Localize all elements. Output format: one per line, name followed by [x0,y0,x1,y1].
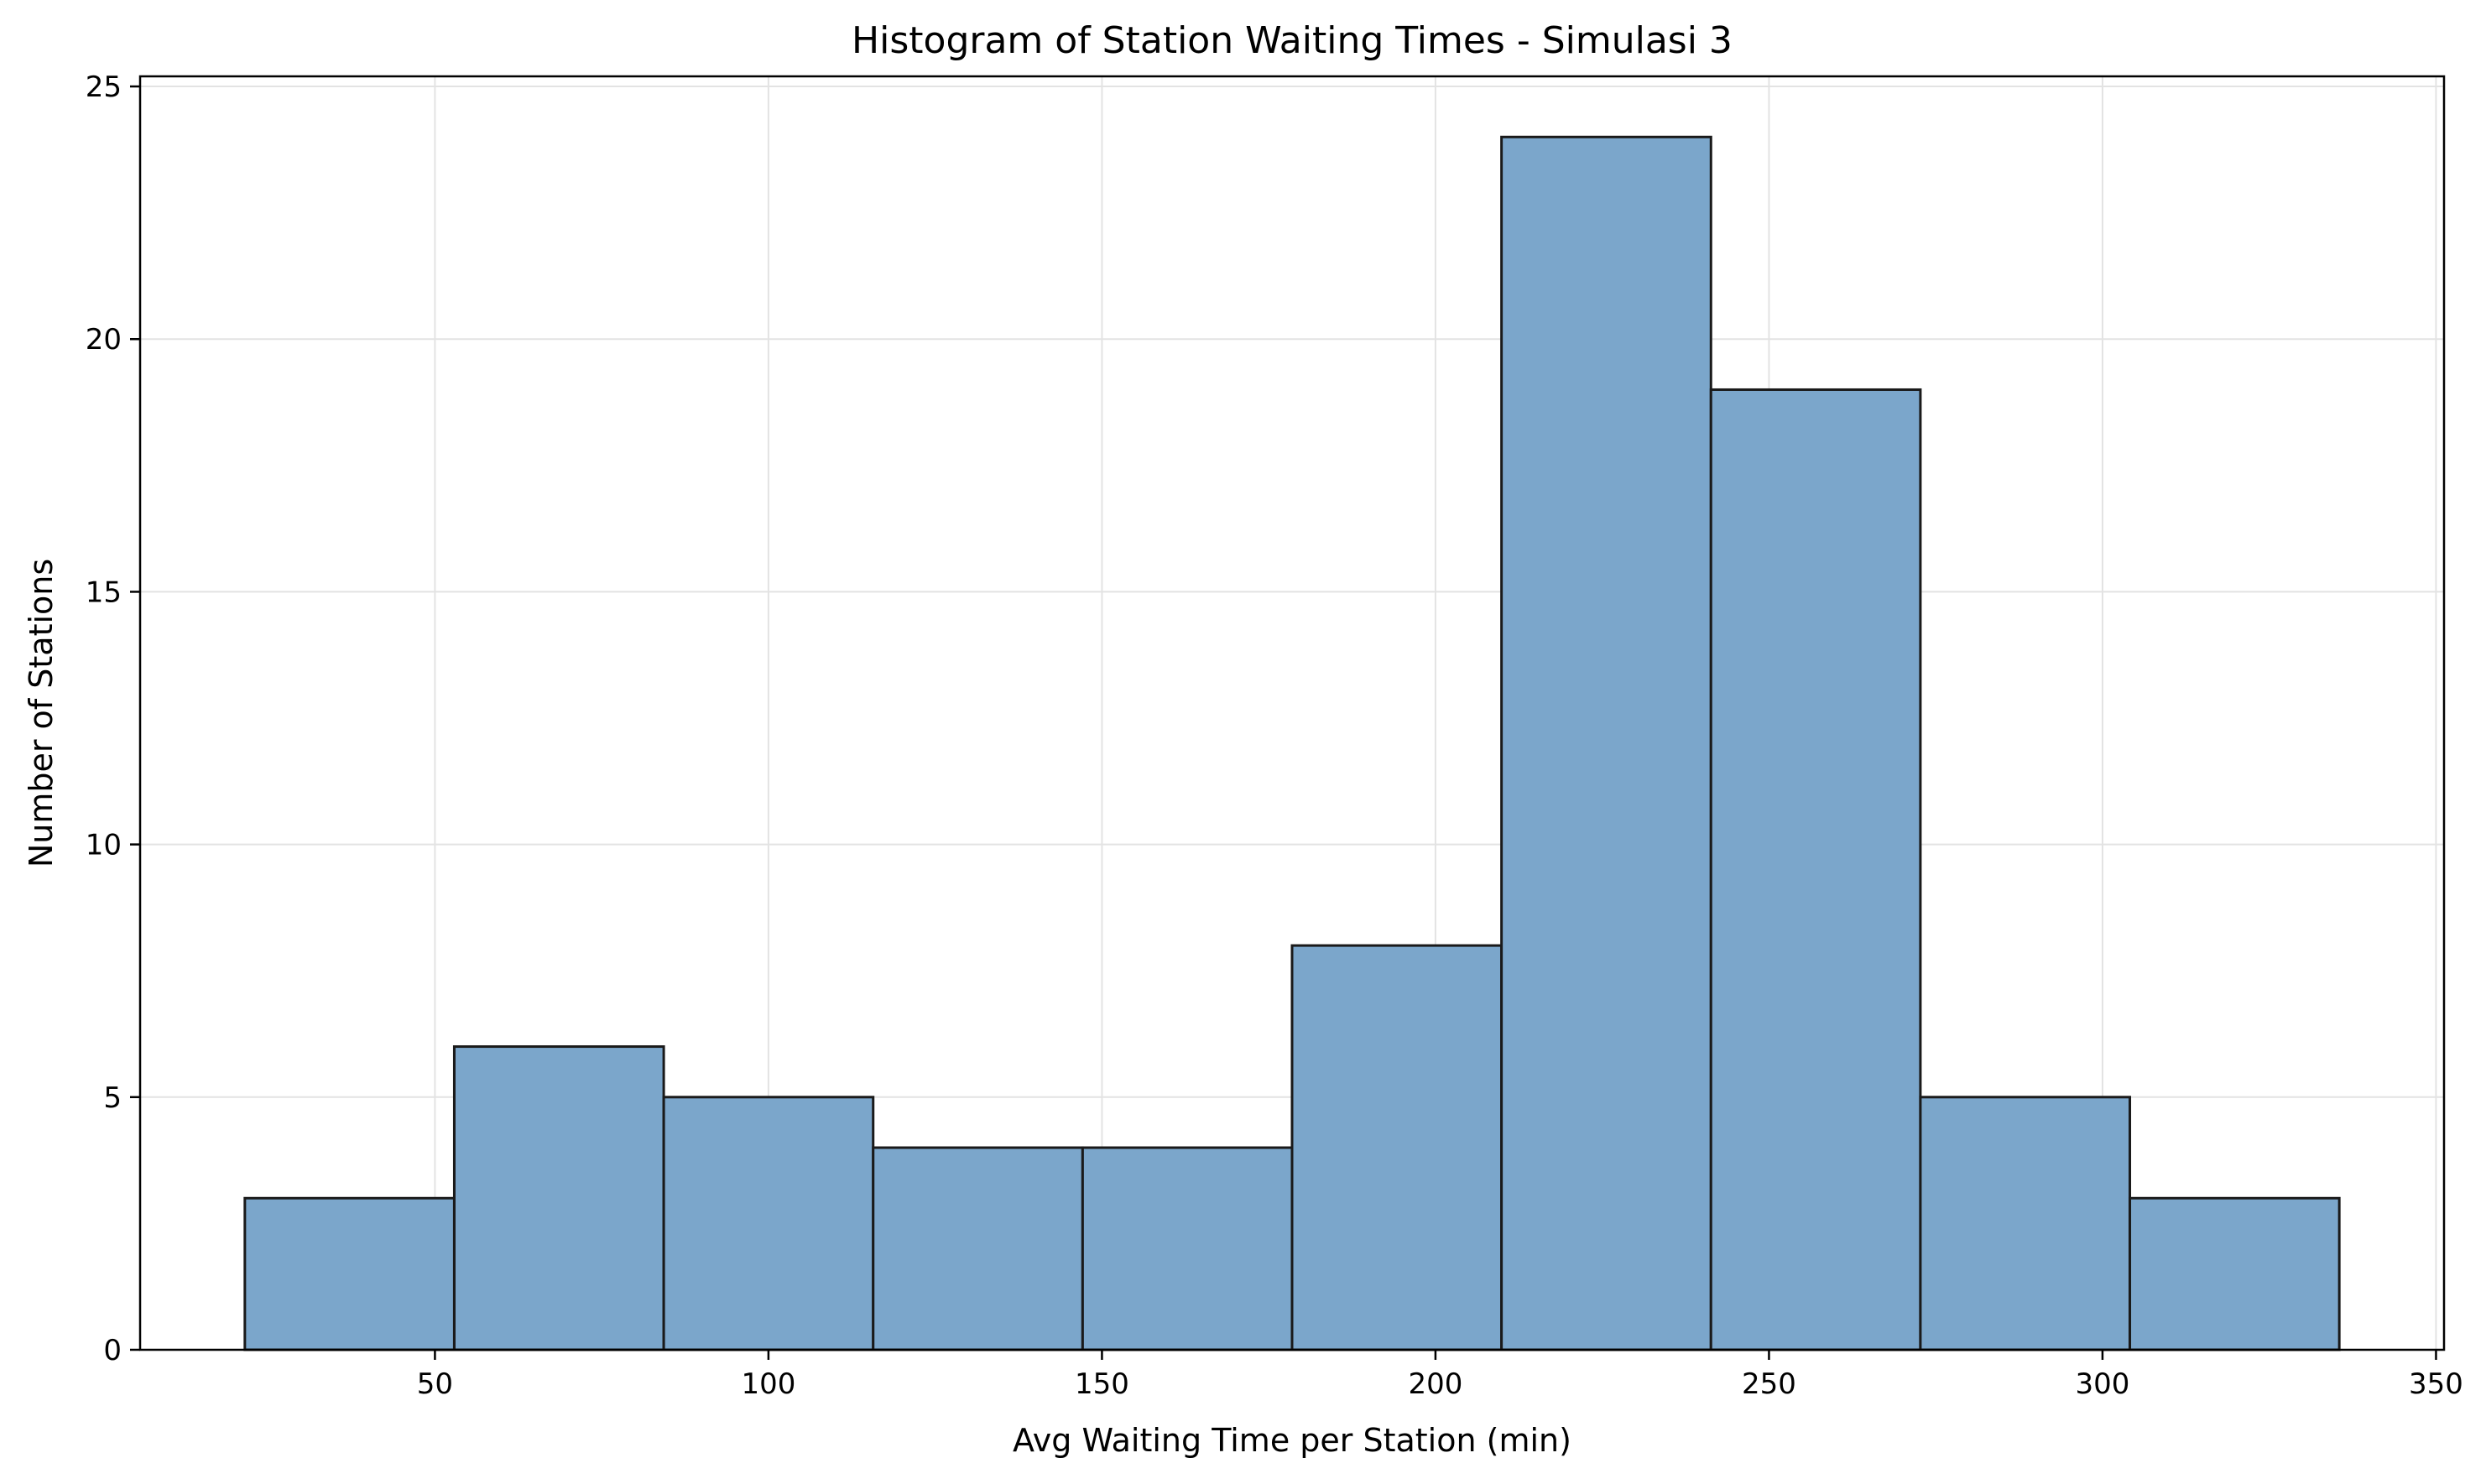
histogram-bar [1709,388,1922,1351]
x-tick-label: 100 [741,1367,795,1401]
x-axis-label: Avg Waiting Time per Station (min) [1013,1422,1571,1459]
plot-frame [138,75,2446,1351]
y-tick-label: 20 [86,323,122,357]
x-tick-label: 250 [1742,1367,1796,1401]
chart-title: Histogram of Station Waiting Times - Sim… [852,19,1733,62]
histogram-bar [2129,1196,2341,1351]
histogram-bar [1290,944,1503,1351]
x-axis-ticks: 50 100 150 200 250 300 350 [417,1350,2463,1401]
y-tick-label: 15 [86,575,122,609]
x-tick-label: 50 [417,1367,453,1401]
x-tick-label: 350 [2409,1367,2463,1401]
histogram-bars [243,135,2341,1351]
y-axis-label: Number of Stations [23,559,60,867]
histogram-bar [872,1146,1084,1351]
x-tick-label: 200 [1408,1367,1462,1401]
histogram-bar [452,1045,665,1351]
histogram-bar [243,1196,456,1351]
x-tick-label: 150 [1075,1367,1129,1401]
y-tick-label: 0 [103,1334,122,1367]
x-tick-label: 300 [2075,1367,2129,1401]
histogram-bar [1081,1146,1294,1351]
histogram-bar [1919,1096,2132,1351]
y-axis-ticks: 0 5 10 15 20 25 [86,70,140,1367]
histogram-bar [1500,135,1712,1351]
y-tick-label: 25 [86,70,122,104]
y-tick-label: 10 [86,829,122,862]
y-tick-label: 5 [103,1081,122,1115]
histogram-bar [662,1096,875,1351]
